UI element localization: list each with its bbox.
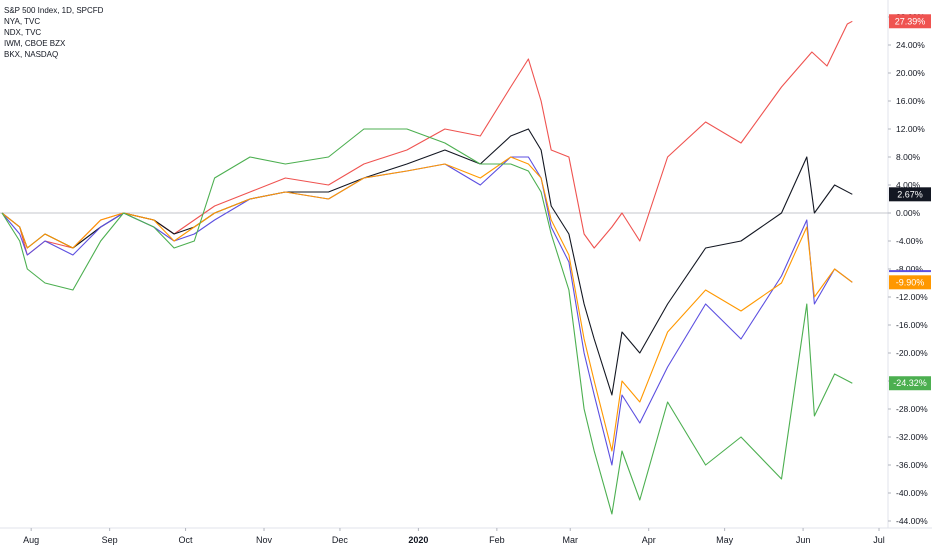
- series-line-3: [2, 157, 852, 451]
- y-tick-label: 0.00%: [896, 208, 921, 218]
- x-tick-label: Nov: [256, 535, 273, 545]
- legend: S&P 500 Index, 1D, SPCFD NYA, TVC NDX, T…: [4, 5, 103, 60]
- legend-main-symbol[interactable]: S&P 500 Index, 1D, SPCFD: [4, 5, 103, 16]
- x-tick-label: Aug: [23, 535, 39, 545]
- x-tick-label: Apr: [642, 535, 656, 545]
- price-label: -24.32%: [893, 378, 927, 388]
- y-tick-label: -40.00%: [896, 488, 928, 498]
- price-label: 27.39%: [895, 16, 926, 26]
- x-tick-label: Oct: [179, 535, 194, 545]
- y-tick-label: -12.00%: [896, 292, 928, 302]
- x-tick-label: 2020: [408, 535, 428, 545]
- series-line-4: [2, 129, 852, 514]
- series-line-1: [2, 129, 852, 395]
- y-tick-label: 12.00%: [896, 124, 925, 134]
- legend-item-bkx[interactable]: BKX, NASDAQ: [4, 49, 103, 60]
- y-tick-label: 20.00%: [896, 68, 925, 78]
- x-tick-label: Jun: [796, 535, 811, 545]
- y-tick-label: -4.00%: [896, 236, 923, 246]
- x-tick-label: Feb: [489, 535, 505, 545]
- series-line-2: [2, 157, 852, 465]
- y-tick-label: -20.00%: [896, 348, 928, 358]
- x-tick-label: Sep: [102, 535, 118, 545]
- x-tick-label: Mar: [562, 535, 578, 545]
- y-tick-label: -8.00%: [896, 264, 923, 274]
- y-tick-label: 8.00%: [896, 152, 921, 162]
- y-tick-label: -16.00%: [896, 320, 928, 330]
- y-tick-label: -28.00%: [896, 404, 928, 414]
- legend-item-ndx[interactable]: NDX, TVC: [4, 27, 103, 38]
- y-tick-label: 16.00%: [896, 96, 925, 106]
- price-label: 2.67%: [897, 189, 923, 199]
- series-line-0: [2, 21, 852, 255]
- price-axis-marker: [889, 270, 931, 272]
- x-tick-label: Dec: [332, 535, 349, 545]
- y-tick-label: 24.00%: [896, 40, 925, 50]
- y-tick-label: -36.00%: [896, 460, 928, 470]
- legend-item-iwm[interactable]: IWM, CBOE BZX: [4, 38, 103, 49]
- x-tick-label: Jul: [873, 535, 885, 545]
- x-tick-label: May: [716, 535, 734, 545]
- legend-item-nya[interactable]: NYA, TVC: [4, 16, 103, 27]
- y-tick-label: -32.00%: [896, 432, 928, 442]
- price-label: -9.90%: [896, 277, 925, 287]
- y-tick-label: -44.00%: [896, 516, 928, 526]
